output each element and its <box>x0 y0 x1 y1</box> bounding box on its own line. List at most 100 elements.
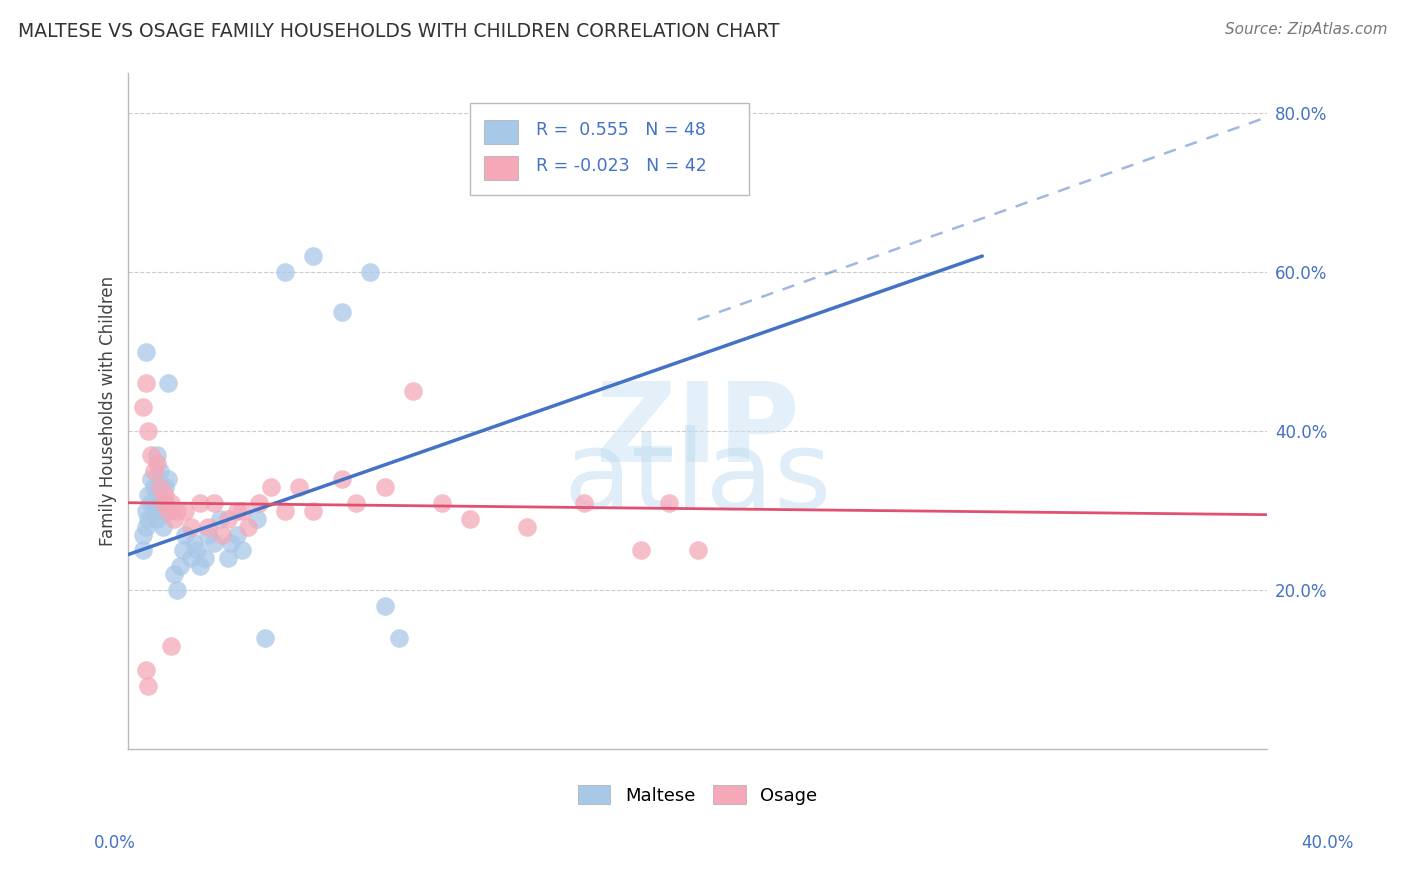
Point <box>225 504 247 518</box>
Point <box>152 496 174 510</box>
Point <box>330 304 353 318</box>
Point <box>236 519 259 533</box>
Point <box>572 496 595 510</box>
Point <box>202 535 225 549</box>
Point <box>359 265 381 279</box>
Point <box>260 480 283 494</box>
Point <box>174 527 197 541</box>
Point <box>194 551 217 566</box>
Point <box>146 448 169 462</box>
Point <box>138 511 160 525</box>
Point <box>160 496 183 510</box>
Point <box>166 504 188 518</box>
Point <box>163 567 186 582</box>
Point <box>202 496 225 510</box>
Point <box>169 559 191 574</box>
Point <box>166 583 188 598</box>
Point <box>430 496 453 510</box>
Point <box>658 496 681 510</box>
Point <box>180 519 202 533</box>
Point <box>135 504 157 518</box>
Point <box>245 511 267 525</box>
Point <box>149 480 172 494</box>
Point <box>374 599 396 614</box>
Point <box>388 631 411 645</box>
Point <box>143 464 166 478</box>
Point <box>131 543 153 558</box>
Point <box>188 496 211 510</box>
Point <box>160 639 183 653</box>
Point <box>686 543 709 558</box>
Text: R =  0.555   N = 48: R = 0.555 N = 48 <box>536 120 706 139</box>
Point <box>131 527 153 541</box>
Point <box>231 504 253 518</box>
Point <box>288 480 311 494</box>
Point <box>188 559 211 574</box>
Point <box>630 543 652 558</box>
Point <box>157 376 180 391</box>
Point <box>135 519 157 533</box>
Text: Source: ZipAtlas.com: Source: ZipAtlas.com <box>1225 22 1388 37</box>
Point <box>208 511 231 525</box>
Point <box>197 527 219 541</box>
FancyBboxPatch shape <box>484 120 517 144</box>
Text: 40.0%: 40.0% <box>1301 834 1354 852</box>
Point <box>135 663 157 677</box>
Point <box>155 496 177 510</box>
Point <box>157 504 180 518</box>
Point <box>155 488 177 502</box>
Text: ZIP: ZIP <box>596 378 800 485</box>
Point <box>302 504 325 518</box>
Point <box>138 679 160 693</box>
Point <box>458 511 481 525</box>
Legend: Maltese, Osage: Maltese, Osage <box>578 785 817 805</box>
Point <box>146 511 169 525</box>
Point <box>135 344 157 359</box>
Point <box>163 511 186 525</box>
Point <box>516 519 538 533</box>
FancyBboxPatch shape <box>470 103 749 194</box>
Y-axis label: Family Households with Children: Family Households with Children <box>100 277 117 546</box>
Point <box>211 527 233 541</box>
Point <box>274 265 297 279</box>
Point <box>274 504 297 518</box>
Point <box>174 504 197 518</box>
Point <box>183 535 205 549</box>
Point <box>231 543 253 558</box>
Point <box>143 504 166 518</box>
Point <box>247 496 270 510</box>
Point <box>131 401 153 415</box>
Point <box>146 456 169 470</box>
Point <box>143 480 166 494</box>
Point <box>330 472 353 486</box>
Text: MALTESE VS OSAGE FAMILY HOUSEHOLDS WITH CHILDREN CORRELATION CHART: MALTESE VS OSAGE FAMILY HOUSEHOLDS WITH … <box>18 22 780 41</box>
Point <box>402 384 425 399</box>
Point <box>152 519 174 533</box>
Point <box>146 488 169 502</box>
Text: atlas: atlas <box>564 425 832 533</box>
Point <box>225 527 247 541</box>
Point <box>172 543 194 558</box>
Point <box>254 631 277 645</box>
Point <box>217 551 239 566</box>
FancyBboxPatch shape <box>484 156 517 180</box>
Point <box>149 496 172 510</box>
Point <box>186 543 208 558</box>
Point <box>152 504 174 518</box>
Point <box>157 472 180 486</box>
Text: R = -0.023   N = 42: R = -0.023 N = 42 <box>536 157 707 175</box>
Point <box>149 464 172 478</box>
Point <box>219 535 242 549</box>
Point <box>160 504 183 518</box>
Point <box>197 519 219 533</box>
Point <box>180 551 202 566</box>
Point <box>302 249 325 263</box>
Point <box>141 472 163 486</box>
Point <box>138 424 160 438</box>
Text: 0.0%: 0.0% <box>94 834 136 852</box>
Point <box>135 376 157 391</box>
Point <box>141 496 163 510</box>
Point <box>217 511 239 525</box>
Point <box>138 488 160 502</box>
Point <box>155 480 177 494</box>
